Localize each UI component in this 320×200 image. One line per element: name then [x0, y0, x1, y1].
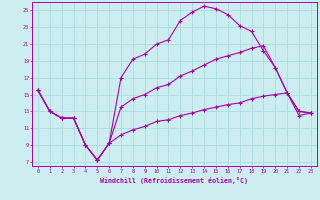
X-axis label: Windchill (Refroidissement éolien,°C): Windchill (Refroidissement éolien,°C): [100, 177, 248, 184]
